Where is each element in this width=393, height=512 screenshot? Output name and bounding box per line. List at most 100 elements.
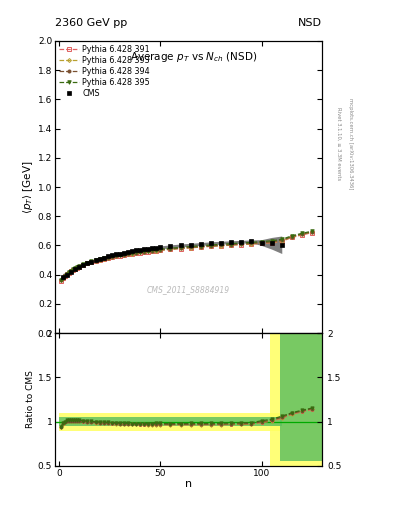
CMS bbox=[138, 247, 142, 253]
Pythia 6.428 395 bbox=[101, 255, 106, 261]
CMS bbox=[73, 266, 78, 272]
Line: Pythia 6.428 395: Pythia 6.428 395 bbox=[59, 229, 314, 282]
Pythia 6.428 391 bbox=[310, 229, 314, 236]
Text: NSD: NSD bbox=[298, 18, 322, 28]
Pythia 6.428 393 bbox=[150, 248, 154, 254]
Text: 2360 GeV pp: 2360 GeV pp bbox=[55, 18, 127, 28]
Pythia 6.428 391 bbox=[59, 278, 63, 284]
Pythia 6.428 395 bbox=[109, 253, 114, 260]
Pythia 6.428 393 bbox=[125, 251, 130, 257]
Pythia 6.428 391 bbox=[142, 249, 147, 255]
Pythia 6.428 391 bbox=[61, 275, 66, 282]
CMS bbox=[239, 239, 244, 245]
Pythia 6.428 393 bbox=[188, 245, 193, 251]
Text: Average $p_T$ vs $N_{ch}$ (NSD): Average $p_T$ vs $N_{ch}$ (NSD) bbox=[130, 50, 258, 63]
Line: Pythia 6.428 394: Pythia 6.428 394 bbox=[60, 230, 314, 282]
Pythia 6.428 391 bbox=[69, 268, 73, 274]
Pythia 6.428 393 bbox=[134, 250, 138, 256]
Pythia 6.428 393 bbox=[158, 247, 163, 253]
CMS bbox=[178, 242, 183, 248]
Pythia 6.428 394 bbox=[290, 233, 294, 240]
Pythia 6.428 395 bbox=[93, 257, 98, 263]
Pythia 6.428 393 bbox=[239, 241, 244, 247]
Pythia 6.428 395 bbox=[114, 252, 118, 259]
Text: Rivet 3.1.10, ≥ 3.3M events: Rivet 3.1.10, ≥ 3.3M events bbox=[336, 106, 341, 180]
Pythia 6.428 395 bbox=[310, 228, 314, 234]
CMS bbox=[101, 254, 106, 261]
Pythia 6.428 395 bbox=[67, 269, 72, 275]
Pythia 6.428 391 bbox=[101, 256, 106, 262]
Pythia 6.428 395 bbox=[59, 277, 63, 283]
Pythia 6.428 393 bbox=[269, 239, 274, 245]
Pythia 6.428 394 bbox=[77, 263, 82, 269]
Pythia 6.428 394 bbox=[61, 275, 66, 281]
Pythia 6.428 394 bbox=[105, 254, 110, 261]
Pythia 6.428 391 bbox=[209, 243, 213, 249]
Pythia 6.428 395 bbox=[97, 256, 102, 262]
Pythia 6.428 394 bbox=[89, 259, 94, 265]
CMS bbox=[279, 242, 284, 248]
Pythia 6.428 395 bbox=[279, 236, 284, 242]
Pythia 6.428 395 bbox=[121, 251, 126, 257]
Pythia 6.428 395 bbox=[130, 250, 134, 256]
Pythia 6.428 394 bbox=[299, 231, 304, 237]
Pythia 6.428 394 bbox=[154, 247, 159, 253]
Pythia 6.428 395 bbox=[134, 249, 138, 255]
Pythia 6.428 395 bbox=[188, 243, 193, 249]
Pythia 6.428 394 bbox=[130, 250, 134, 257]
X-axis label: n: n bbox=[185, 479, 192, 489]
Pythia 6.428 394 bbox=[168, 246, 173, 252]
Pythia 6.428 391 bbox=[299, 232, 304, 238]
CMS bbox=[154, 245, 159, 251]
Pythia 6.428 393 bbox=[138, 249, 142, 255]
Pythia 6.428 391 bbox=[290, 234, 294, 241]
Y-axis label: $\langle p_T \rangle$ [GeV]: $\langle p_T \rangle$ [GeV] bbox=[21, 160, 35, 214]
Pythia 6.428 393 bbox=[154, 247, 159, 253]
Pythia 6.428 395 bbox=[63, 272, 68, 279]
Pythia 6.428 394 bbox=[93, 258, 98, 264]
Pythia 6.428 394 bbox=[63, 273, 68, 279]
Pythia 6.428 393 bbox=[75, 265, 80, 271]
Pythia 6.428 395 bbox=[125, 250, 130, 257]
Pythia 6.428 394 bbox=[125, 251, 130, 257]
Pythia 6.428 391 bbox=[146, 248, 151, 254]
Pythia 6.428 394 bbox=[188, 244, 193, 250]
Pythia 6.428 393 bbox=[109, 254, 114, 260]
Pythia 6.428 394 bbox=[71, 267, 75, 273]
Pythia 6.428 393 bbox=[209, 243, 213, 249]
Pythia 6.428 391 bbox=[188, 245, 193, 251]
Pythia 6.428 393 bbox=[65, 271, 70, 278]
Pythia 6.428 393 bbox=[81, 262, 86, 268]
Pythia 6.428 391 bbox=[121, 252, 126, 258]
Pythia 6.428 395 bbox=[219, 241, 223, 247]
Pythia 6.428 394 bbox=[279, 237, 284, 243]
Pythia 6.428 395 bbox=[158, 246, 163, 252]
Pythia 6.428 395 bbox=[146, 247, 151, 253]
Pythia 6.428 395 bbox=[81, 261, 86, 267]
CMS bbox=[93, 257, 98, 263]
Pythia 6.428 394 bbox=[310, 229, 314, 235]
Pythia 6.428 394 bbox=[249, 240, 254, 246]
Pythia 6.428 395 bbox=[299, 230, 304, 237]
Pythia 6.428 393 bbox=[198, 244, 203, 250]
Pythia 6.428 395 bbox=[69, 268, 73, 274]
Pythia 6.428 395 bbox=[259, 239, 264, 245]
Pythia 6.428 391 bbox=[249, 241, 254, 247]
CMS bbox=[150, 245, 154, 251]
Pythia 6.428 393 bbox=[310, 229, 314, 235]
Pythia 6.428 393 bbox=[249, 241, 254, 247]
Pythia 6.428 393 bbox=[118, 252, 122, 259]
Pythia 6.428 391 bbox=[259, 240, 264, 246]
Pythia 6.428 394 bbox=[158, 247, 163, 253]
Pythia 6.428 395 bbox=[198, 243, 203, 249]
CMS bbox=[209, 240, 213, 246]
Pythia 6.428 393 bbox=[97, 257, 102, 263]
Pythia 6.428 391 bbox=[93, 258, 98, 264]
Pythia 6.428 391 bbox=[63, 273, 68, 280]
CMS bbox=[134, 247, 138, 253]
CMS bbox=[69, 269, 73, 275]
Pythia 6.428 395 bbox=[105, 254, 110, 260]
Pythia 6.428 395 bbox=[290, 233, 294, 239]
Pythia 6.428 393 bbox=[146, 248, 151, 254]
Pythia 6.428 391 bbox=[134, 250, 138, 256]
